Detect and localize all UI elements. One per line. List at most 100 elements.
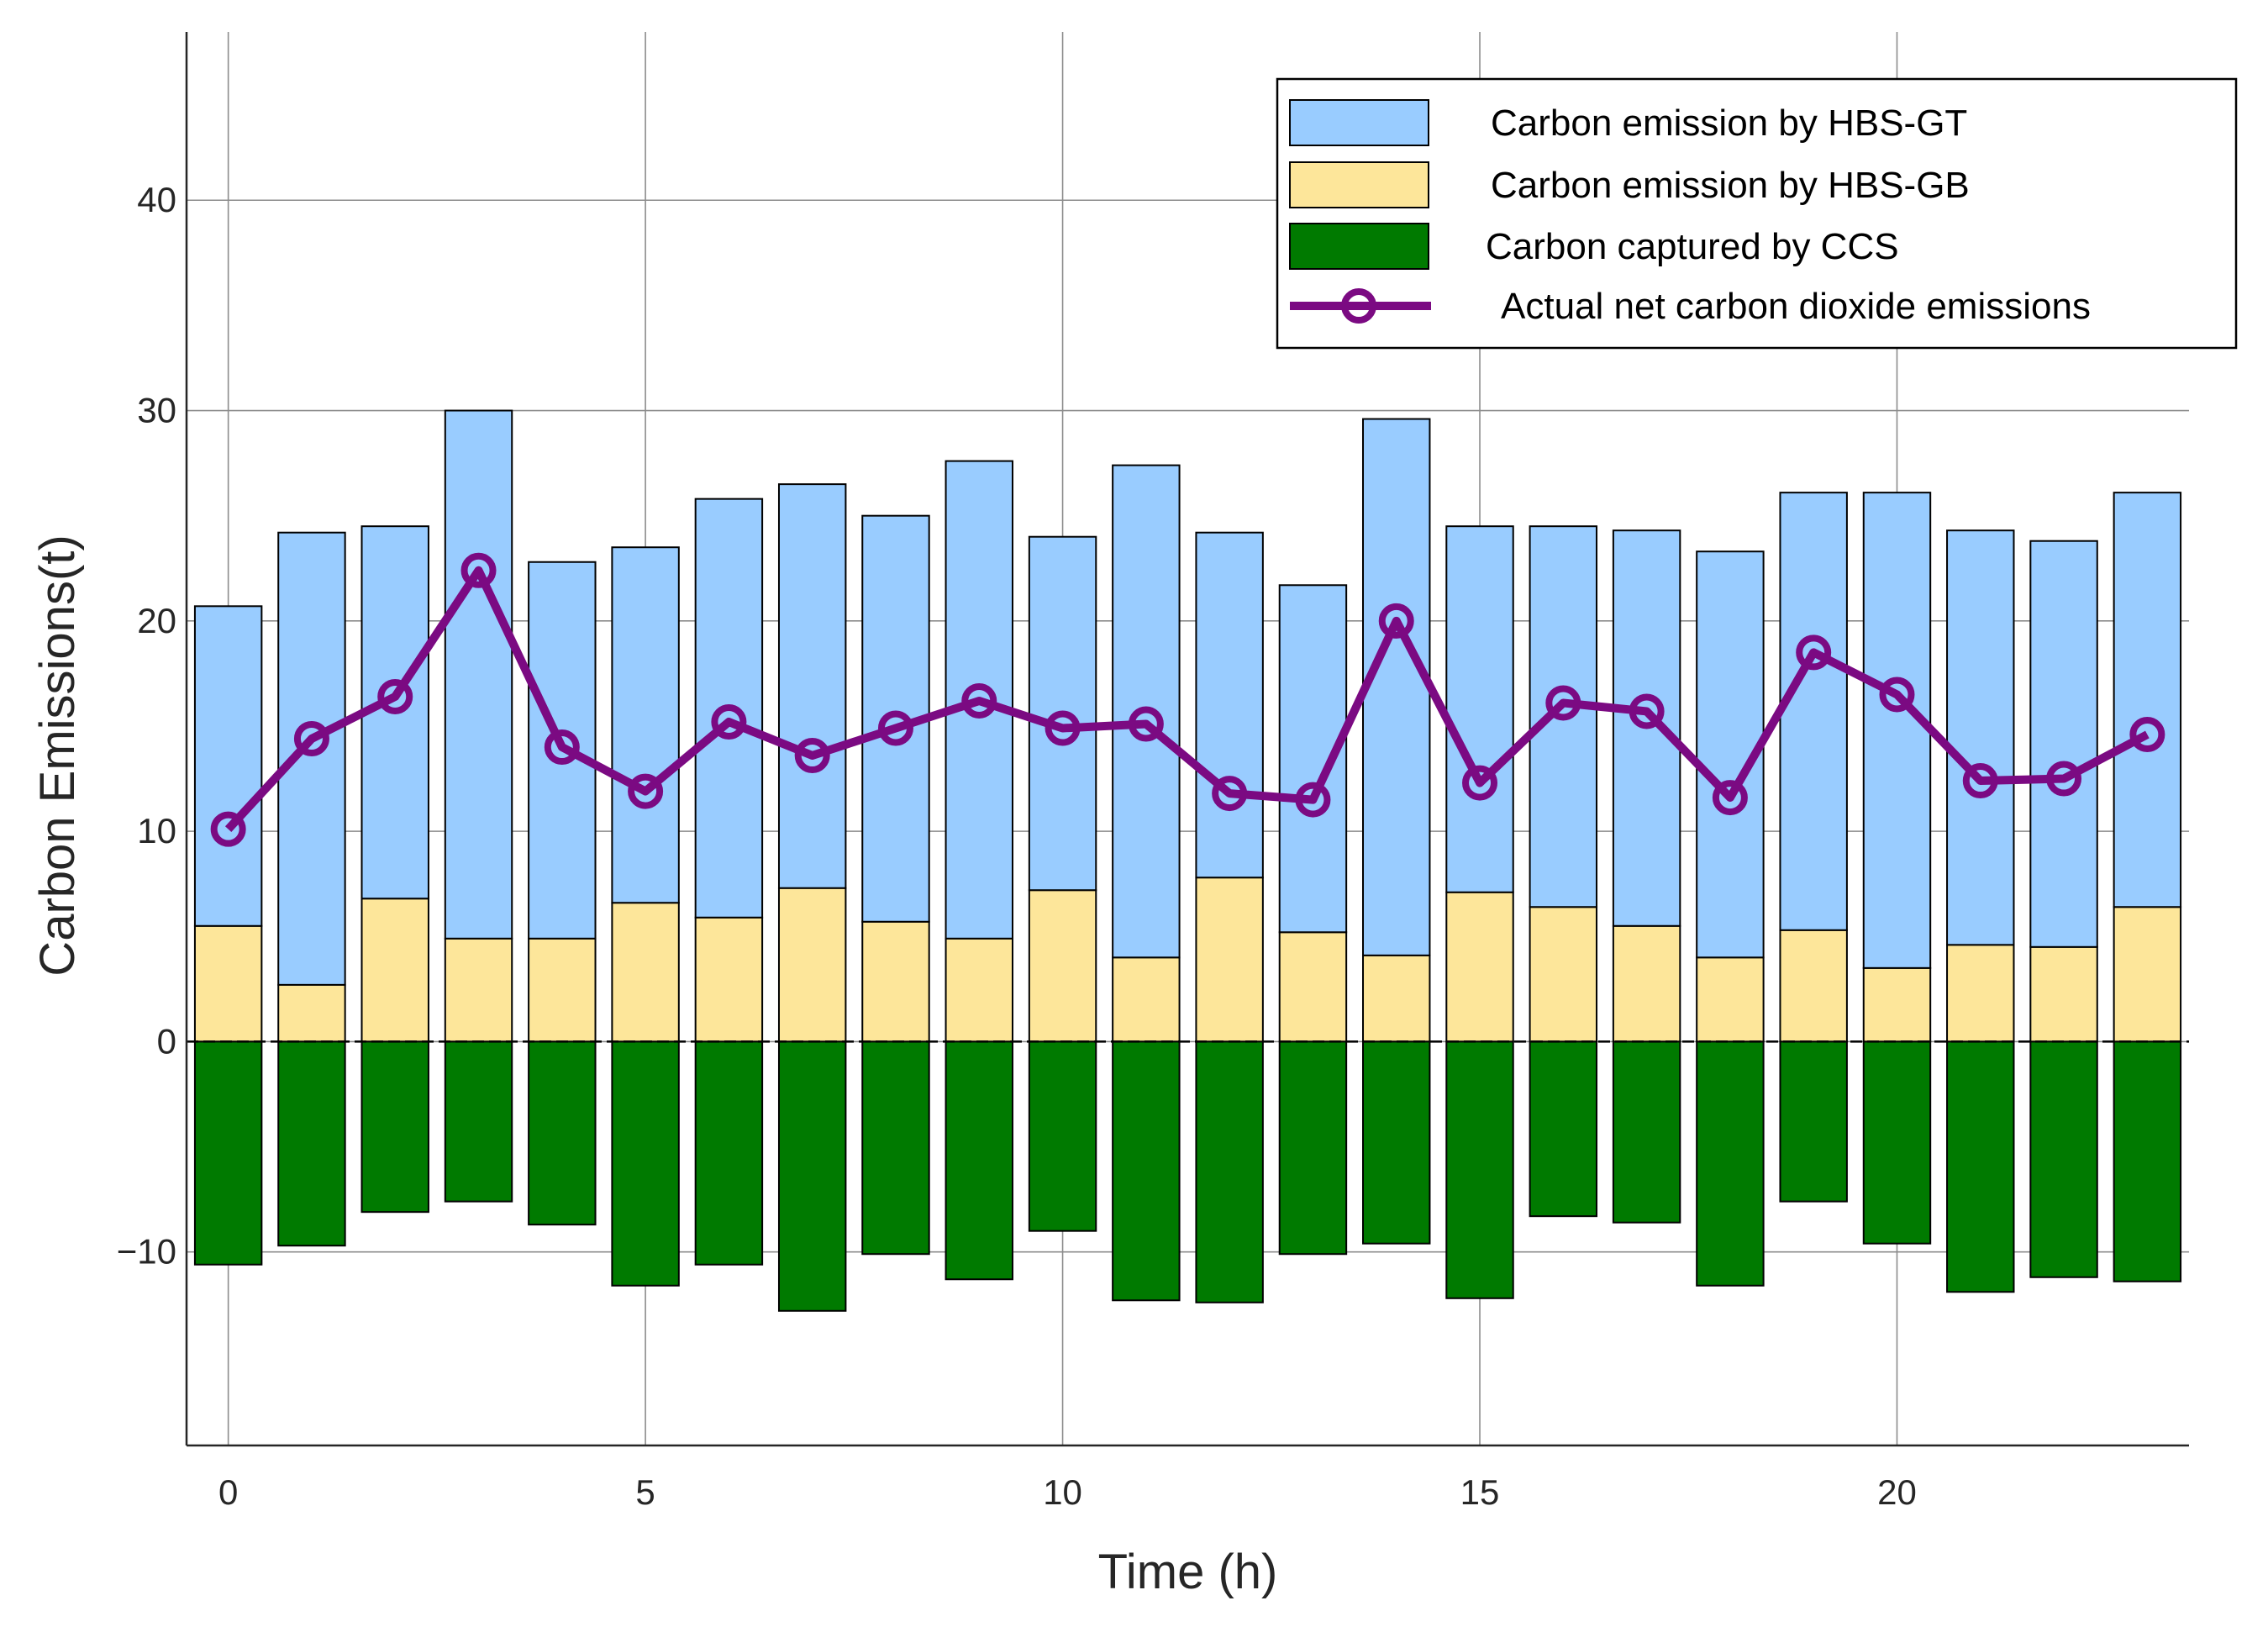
- bar-hbs-gb: [694, 916, 764, 1043]
- bar-hbs-gb: [1779, 929, 1848, 1043]
- net-emissions-point: [794, 738, 830, 774]
- bar-hbs-gb: [1362, 954, 1431, 1043]
- bar-ccs: [1195, 1040, 1264, 1303]
- bar-hbs-gb: [1529, 906, 1598, 1043]
- net-emissions-point: [2046, 761, 2082, 797]
- bar-ccs: [2113, 1040, 2182, 1282]
- net-emissions-point: [1712, 780, 1748, 816]
- legend: Carbon emission by HBS-GT Carbon emissio…: [1276, 77, 2238, 350]
- bar-hbs-gt: [1362, 418, 1431, 956]
- y-tick-label: 20: [137, 601, 176, 640]
- bar-hbs-gb: [2113, 906, 2182, 1043]
- bar-ccs: [193, 1040, 263, 1266]
- y-tick-label: −10: [117, 1232, 176, 1272]
- net-emissions-point: [1962, 763, 1998, 799]
- bar-hbs-gb: [861, 920, 930, 1043]
- bar-ccs: [1862, 1040, 1932, 1245]
- y-tick-label: 0: [157, 1021, 176, 1061]
- x-axis-title: Time (h): [1098, 1545, 1278, 1599]
- bar-ccs: [1696, 1040, 1765, 1287]
- bar-ccs: [1028, 1040, 1097, 1232]
- bar-hbs-gt: [1779, 492, 1848, 931]
- net-emissions-point: [1462, 765, 1498, 801]
- bar-hbs-gt: [1195, 531, 1264, 879]
- net-emissions-point: [961, 682, 997, 719]
- bar-hbs-gt: [2029, 540, 2098, 948]
- bar-ccs: [1112, 1040, 1181, 1302]
- bar-hbs-gt: [193, 605, 263, 927]
- bar-hbs-gt: [1862, 492, 1932, 969]
- net-emissions-point: [1629, 693, 1665, 729]
- bar-ccs: [861, 1040, 930, 1256]
- net-emissions-point: [1212, 776, 1248, 812]
- net-emissions-point: [1045, 710, 1081, 746]
- bar-hbs-gb: [193, 924, 263, 1043]
- net-emissions-point: [210, 811, 246, 847]
- y-axis-title: Carbon Emissions(t): [30, 534, 85, 976]
- net-emissions-point: [628, 773, 664, 809]
- legend-label-net-emissions: Actual net carbon dioxide emissions: [1501, 286, 2091, 327]
- x-tick-label: 20: [1877, 1472, 1917, 1512]
- legend-swatch-hbs-gb: [1289, 161, 1429, 208]
- bar-ccs: [1445, 1040, 1514, 1299]
- bar-hbs-gt: [611, 546, 680, 904]
- tick-labels: 0 5 10 15 20 −10 0 10 20 30 40: [117, 180, 1917, 1512]
- bar-hbs-gb: [1278, 931, 1348, 1043]
- y-tick-label: 30: [137, 391, 176, 430]
- bar-ccs: [360, 1040, 429, 1214]
- bar-ccs: [1529, 1040, 1598, 1218]
- bar-hbs-gb: [1862, 966, 1932, 1043]
- x-tick-label: 15: [1460, 1472, 1500, 1512]
- net-emissions-point: [377, 678, 413, 714]
- x-tick-label: 5: [635, 1472, 655, 1512]
- bar-ccs: [528, 1040, 597, 1226]
- legend-swatch-net-marker: [1341, 288, 1376, 324]
- bar-hbs-gt: [2113, 492, 2182, 908]
- y-tick-label: 40: [137, 180, 176, 219]
- bar-ccs: [2029, 1040, 2098, 1278]
- bar-hbs-gb: [528, 937, 597, 1043]
- net-emissions-line: [210, 552, 2165, 847]
- bar-hbs-gb: [611, 902, 680, 1043]
- bar-hbs-gb: [1612, 924, 1681, 1043]
- net-emissions-point: [544, 729, 580, 766]
- bar-ccs: [1612, 1040, 1681, 1224]
- bar-ccs: [1946, 1040, 2015, 1293]
- legend-label-hbs-gt: Carbon emission by HBS-GT: [1491, 103, 1967, 144]
- bar-hbs-gb: [1112, 956, 1181, 1043]
- bar-ccs: [694, 1040, 764, 1266]
- net-emissions-polyline: [224, 566, 2150, 833]
- bar-hbs-gb: [1946, 944, 2015, 1043]
- net-emissions-point: [293, 721, 329, 756]
- x-tick-label: 10: [1043, 1472, 1082, 1512]
- bar-hbs-gt: [777, 483, 847, 889]
- bars: [193, 409, 2182, 1312]
- bar-ccs: [277, 1040, 346, 1247]
- x-tick-label: 0: [218, 1472, 238, 1512]
- bar-hbs-gb: [1445, 891, 1514, 1043]
- bar-ccs: [444, 1040, 513, 1203]
- bar-ccs: [1779, 1040, 1848, 1203]
- legend-box: [1276, 77, 2238, 350]
- net-emissions-point: [1545, 685, 1581, 721]
- bar-hbs-gt: [444, 409, 513, 940]
- legend-swatch-hbs-gt: [1289, 99, 1429, 146]
- bar-ccs: [945, 1040, 1013, 1281]
- bar-hbs-gb: [444, 937, 513, 1043]
- net-emissions-point: [1879, 677, 1915, 713]
- axes: [185, 32, 2189, 1447]
- net-emissions-point: [1796, 634, 1832, 671]
- net-emissions-point: [711, 703, 747, 740]
- net-emissions-point: [1128, 706, 1164, 742]
- bar-hbs-gt: [1946, 529, 2015, 946]
- bar-hbs-gb: [277, 983, 346, 1043]
- net-emissions-point: [2129, 716, 2165, 752]
- legend-label-ccs: Carbon captured by CCS: [1486, 226, 1899, 267]
- net-emissions-point: [1295, 782, 1331, 818]
- bar-hbs-gt: [1028, 535, 1097, 892]
- bar-hbs-gb: [1028, 889, 1097, 1043]
- bar-ccs: [1362, 1040, 1431, 1245]
- net-emissions-point: [877, 710, 913, 746]
- net-emissions-point: [1378, 603, 1414, 639]
